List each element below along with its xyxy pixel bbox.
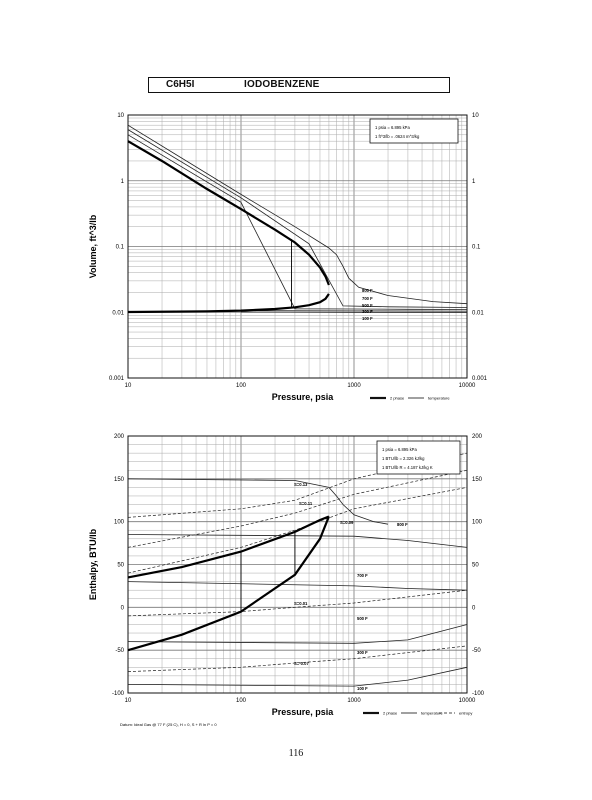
curve-label: 100 F [357, 686, 368, 691]
x-tick-label: 1000 [347, 383, 361, 389]
y-tick-label-left: -50 [115, 648, 124, 654]
x-tick-label: 10000 [459, 698, 476, 704]
y-tick-label-left: 50 [117, 563, 124, 569]
curve-label: 700 F [357, 573, 368, 578]
curve-label: S=0.13 [294, 482, 308, 487]
y-tick-label-left: 150 [114, 477, 125, 483]
entropy-line-2 [127, 487, 468, 574]
y-tick-label-right: 0.01 [472, 310, 484, 316]
entropy-line-0 [127, 452, 468, 518]
curve-label: 800 F [397, 522, 408, 527]
curve-label: 100 F [362, 316, 373, 321]
curve-label: 500 F [362, 303, 373, 308]
y-tick-label-left: 0 [121, 605, 125, 611]
y-tick-label-left: 0.01 [112, 310, 124, 316]
y-tick-label-left: 0.001 [109, 376, 125, 382]
saturation-vapor-curve [127, 140, 330, 286]
temperature-line-1 [127, 534, 468, 548]
y-tick-label-right: 10 [472, 113, 479, 119]
conversion-box [376, 440, 461, 475]
curve-label: 800 F [362, 288, 373, 293]
curve-label: 700 F [362, 296, 373, 301]
y-tick-label-right: 50 [472, 563, 479, 569]
temperature-line-1 [127, 129, 468, 308]
x-tick-label: 1000 [347, 698, 361, 704]
x-tick-label: 10 [125, 698, 132, 704]
temperature-line-3 [127, 624, 468, 644]
plot-frame [127, 435, 468, 694]
conversion-text: 1 BTU/lb R = 4.187 kJ/kg K [382, 465, 433, 470]
y-tick-label-left: 0.1 [116, 245, 125, 251]
curve-label: 300 F [362, 309, 373, 314]
x-tick-label: 10 [125, 383, 132, 389]
curve-label: S=-0.07 [294, 661, 309, 666]
y-tick-label-left: 10 [117, 113, 124, 119]
x-axis-title: Pressure, psia [272, 707, 335, 717]
temperature-line-3 [240, 310, 468, 312]
conversion-text: 1 BTU/lb = 2.326 kJ/kg [382, 456, 425, 461]
compound-formula: C6H5I [166, 79, 195, 90]
compound-name: IODOBENZENE [244, 79, 320, 90]
conversion-box [369, 118, 459, 144]
y-tick-label-right: 1 [472, 179, 476, 185]
temperature-line-2 [127, 134, 468, 310]
temperature-line-0 [127, 124, 468, 305]
y-tick-label-right: 0 [472, 605, 476, 611]
x-tick-label: 100 [236, 383, 247, 389]
saturation-liquid-curve [127, 293, 330, 314]
y-tick-label-left: -100 [112, 691, 125, 697]
curve-label: S=0.11 [299, 501, 313, 506]
curve-label: S=0.01 [294, 601, 308, 606]
curve-label: 500 F [357, 616, 368, 621]
plot-frame [127, 114, 468, 379]
y-tick-label-right: 0.001 [472, 376, 488, 382]
y-tick-label-left: 1 [121, 179, 125, 185]
chart-1: 10 100 1000 100000.0010.010.11100.0010.010.… [88, 113, 488, 402]
y-tick-label-right: 200 [472, 434, 483, 440]
y-tick-label-left: 200 [114, 434, 125, 440]
saturation-liquid-curve [127, 516, 330, 652]
x-axis-title: Pressure, psia [272, 392, 335, 402]
legend-label: 2 phase [390, 396, 405, 401]
legend-label: 2 phase [383, 711, 398, 716]
temperature-line-2 [127, 581, 468, 591]
legend-label: entropy [459, 711, 472, 716]
y-axis-title: Enthalpy, BTU/lb [88, 528, 98, 600]
entropy-line-1 [127, 469, 468, 548]
page-number: 116 [288, 748, 304, 759]
x-tick-label: 100 [236, 698, 247, 704]
curve-label: 300 F [357, 650, 368, 655]
legend-label: temperature [421, 711, 443, 716]
y-tick-label-right: 150 [472, 477, 483, 483]
y-axis-title: Volume, ft^3/lb [88, 214, 98, 278]
conversion-text: 1 ft^3/lb = .0624 m^3/kg [375, 134, 420, 139]
legend-label: temperature [428, 396, 450, 401]
x-tick-label: 10000 [459, 383, 476, 389]
saturation-vapor-curve [127, 515, 330, 579]
datum-footnote: Datum: Ideal Gas @ 77 F (25 C), H = 0, S… [120, 722, 217, 727]
temperature-line-0 [127, 478, 389, 525]
entropy-line-4 [127, 645, 468, 672]
temperature-line-4 [127, 666, 468, 687]
entropy-line-3 [127, 589, 468, 617]
conversion-text: 1 psia = 6.895 kPa [375, 125, 410, 130]
curve-label: S=0.09 [340, 520, 354, 525]
y-tick-label-right: -50 [472, 648, 481, 654]
y-tick-label-right: 100 [472, 520, 483, 526]
temperature-line-4 [240, 311, 468, 313]
y-tick-label-right: 0.1 [472, 245, 481, 251]
y-tick-label-right: -100 [472, 691, 485, 697]
y-tick-label-left: 100 [114, 520, 125, 526]
chart-2: 10 100 1000 10000-100-50050100150200-100-50… [88, 434, 485, 727]
conversion-text: 1 psia = 6.895 kPa [382, 447, 417, 452]
chart-title-box: C6H5I IODOBENZENE [148, 77, 450, 93]
